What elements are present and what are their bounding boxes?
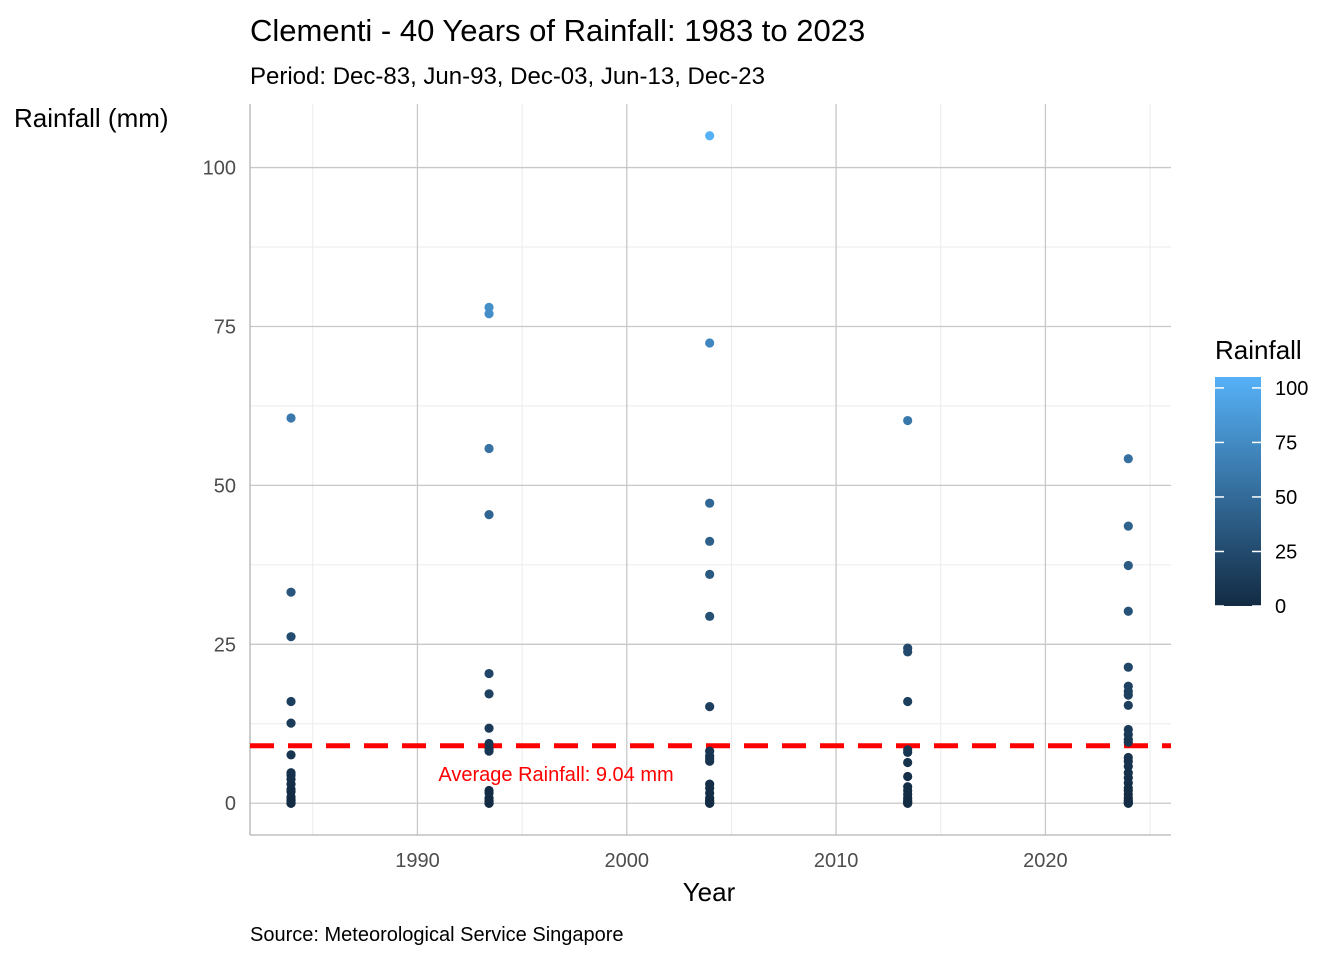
y-tick-label: 100 — [203, 158, 236, 180]
data-point — [1123, 737, 1133, 747]
data-point — [705, 701, 715, 712]
data-point — [1123, 560, 1133, 571]
data-point — [705, 569, 715, 579]
legend-tick-label: 50 — [1275, 487, 1297, 509]
data-point — [286, 750, 296, 760]
data-point — [286, 718, 296, 728]
chart-caption: Source: Meteorological Service Singapore — [250, 924, 624, 946]
data-point — [484, 746, 494, 756]
legend-title: Rainfall — [1215, 335, 1302, 365]
legend-color-bar — [1215, 377, 1261, 606]
minor-grid — [250, 104, 1171, 835]
data-point — [286, 632, 296, 642]
y-tick-label: 25 — [214, 634, 236, 656]
data-point — [286, 587, 296, 597]
y-axis-title: Rainfall (mm) — [14, 103, 169, 133]
data-point — [286, 696, 296, 707]
legend-tick-label: 100 — [1275, 378, 1308, 400]
data-point — [1123, 454, 1133, 464]
x-tick-labels: 1990 2000 2010 2020 — [395, 850, 1067, 872]
major-grid — [250, 104, 1171, 835]
data-point — [705, 756, 715, 766]
axes — [249, 104, 1171, 836]
data-point — [484, 798, 494, 808]
data-point — [903, 757, 913, 768]
data-point — [286, 413, 296, 423]
data-point — [705, 131, 715, 141]
data-point — [484, 510, 494, 520]
legend-tick-label: 0 — [1275, 596, 1286, 618]
chart-title: Clementi - 40 Years of Rainfall: 1983 to… — [250, 13, 865, 48]
data-point — [903, 647, 913, 657]
data-point — [705, 611, 715, 621]
chart-subtitle: Period: Dec-83, Jun-93, Dec-03, Jun-13, … — [250, 63, 765, 90]
x-tick-label: 2010 — [814, 850, 859, 872]
average-rainfall-label: Average Rainfall: 9.04 mm — [438, 764, 673, 786]
y-tick-label: 75 — [214, 316, 236, 338]
data-point — [1123, 690, 1133, 700]
x-tick-label: 1990 — [395, 850, 440, 872]
data-point — [1123, 606, 1133, 616]
legend-ticks: 0 25 50 75 100 — [1215, 378, 1308, 618]
data-point — [903, 798, 913, 808]
data-point — [1123, 798, 1133, 808]
legend-tick-label: 25 — [1275, 541, 1297, 563]
data-point — [484, 443, 494, 454]
data-point — [1123, 700, 1133, 710]
data-point — [903, 415, 913, 426]
data-point — [705, 536, 715, 546]
y-tick-label: 0 — [225, 793, 236, 815]
y-tick-labels: 0 25 50 75 100 — [203, 158, 236, 816]
y-tick-label: 50 — [214, 475, 236, 497]
data-point — [484, 302, 494, 313]
data-point — [903, 747, 913, 757]
data-point — [484, 309, 494, 319]
data-point — [1123, 521, 1133, 531]
data-point — [1123, 662, 1133, 672]
x-axis-title: Year — [683, 877, 736, 907]
data-points — [286, 131, 1133, 808]
x-tick-label: 2000 — [605, 850, 650, 872]
data-point — [903, 771, 913, 782]
data-point — [705, 338, 715, 348]
data-point — [1123, 761, 1133, 771]
data-point — [705, 498, 715, 508]
data-point — [705, 798, 715, 808]
color-legend: Rainfall 0 25 50 75 100 — [1215, 335, 1308, 618]
data-point — [484, 668, 494, 679]
x-tick-label: 2020 — [1023, 850, 1068, 872]
data-point — [286, 798, 296, 808]
data-point — [484, 689, 494, 699]
data-point — [903, 696, 913, 707]
data-point — [484, 723, 494, 733]
legend-tick-label: 75 — [1275, 432, 1297, 454]
